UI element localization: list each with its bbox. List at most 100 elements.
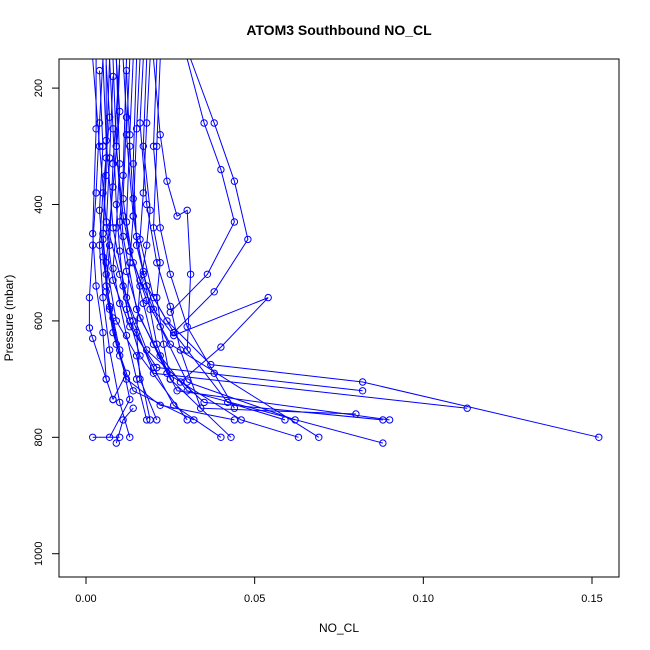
- data-point: [116, 352, 124, 360]
- data-point: [230, 416, 239, 424]
- data-point: [112, 340, 121, 348]
- data-point: [95, 66, 104, 75]
- data-point: [136, 282, 144, 290]
- series-line-32: [102, 59, 128, 400]
- data-point: [136, 375, 144, 383]
- data-point: [166, 302, 175, 311]
- data-point: [126, 323, 134, 331]
- data-point: [173, 212, 181, 220]
- data-point: [170, 328, 178, 337]
- data-point: [99, 235, 107, 244]
- data-point: [217, 165, 225, 174]
- data-point: [126, 247, 134, 255]
- data-point: [210, 369, 218, 377]
- data-point: [99, 328, 107, 337]
- data-point: [156, 323, 164, 331]
- data-point: [595, 433, 603, 441]
- data-point: [122, 331, 131, 340]
- data-point: [139, 189, 148, 197]
- data-point: [244, 235, 252, 244]
- data-point: [149, 363, 158, 372]
- data-point: [264, 293, 272, 302]
- y-tick-label: 200: [33, 79, 45, 97]
- data-point: [203, 270, 212, 278]
- data-point: [129, 404, 137, 412]
- data-point: [166, 375, 175, 383]
- data-point: [109, 72, 117, 81]
- data-point: [109, 395, 117, 404]
- data-point: [122, 66, 131, 75]
- data-point: [183, 323, 191, 331]
- data-point: [126, 131, 134, 139]
- data-point: [132, 305, 141, 313]
- data-point: [112, 439, 121, 447]
- data-point: [99, 293, 107, 302]
- x-tick-label: 0.00: [75, 593, 96, 605]
- data-point: [89, 334, 97, 343]
- data-point: [230, 218, 239, 226]
- data-point: [217, 433, 225, 441]
- data-point: [119, 171, 127, 180]
- data-point: [122, 305, 131, 313]
- data-point: [132, 328, 141, 337]
- data-point: [294, 433, 303, 441]
- data-point: [99, 253, 107, 261]
- data-point: [156, 352, 164, 360]
- data-point: [136, 352, 144, 360]
- data-point: [358, 378, 367, 386]
- data-point: [183, 387, 191, 395]
- data-point: [89, 433, 97, 441]
- y-tick-label: 800: [33, 428, 45, 446]
- data-point: [149, 293, 158, 302]
- data-point: [170, 331, 178, 340]
- data-point: [105, 433, 114, 441]
- data-point: [109, 314, 117, 322]
- data-point: [116, 346, 124, 354]
- data-point: [149, 340, 158, 348]
- data-point: [230, 404, 239, 412]
- data-point: [102, 224, 110, 232]
- series-line-4: [105, 59, 235, 421]
- data-point: [153, 363, 161, 372]
- data-point: [102, 171, 110, 180]
- data-point: [122, 267, 131, 276]
- data-point: [105, 113, 114, 121]
- data-point: [166, 308, 175, 316]
- data-point: [116, 433, 124, 441]
- plot-points: [85, 66, 603, 447]
- data-point: [291, 416, 299, 424]
- data-point: [217, 343, 225, 351]
- data-point: [105, 346, 114, 354]
- data-point: [109, 276, 117, 284]
- data-point: [173, 387, 181, 395]
- data-point: [149, 369, 158, 377]
- data-point: [126, 259, 134, 267]
- data-point: [143, 200, 151, 209]
- data-point: [95, 142, 104, 151]
- x-tick-label: 0.05: [244, 593, 265, 605]
- data-point: [119, 282, 127, 290]
- data-point: [224, 398, 232, 407]
- data-point: [136, 314, 144, 322]
- series-line-27: [102, 59, 131, 438]
- data-point: [109, 125, 117, 133]
- y-axis-label: Pressure (mbar): [2, 275, 16, 362]
- data-point: [112, 142, 121, 151]
- data-point: [153, 293, 161, 302]
- data-point: [146, 206, 154, 215]
- data-point: [183, 416, 191, 424]
- data-point: [112, 200, 121, 209]
- data-point: [102, 136, 110, 145]
- data-point: [102, 218, 110, 226]
- data-point: [122, 218, 131, 226]
- data-point: [163, 317, 171, 325]
- data-point: [116, 299, 124, 308]
- data-point: [119, 212, 127, 220]
- chart-title: ATOM3 Southbound NO_CL: [246, 22, 432, 38]
- data-point: [129, 212, 137, 220]
- series-line-20: [115, 64, 269, 383]
- data-point: [143, 346, 151, 354]
- data-point: [132, 241, 141, 249]
- data-point: [143, 119, 151, 127]
